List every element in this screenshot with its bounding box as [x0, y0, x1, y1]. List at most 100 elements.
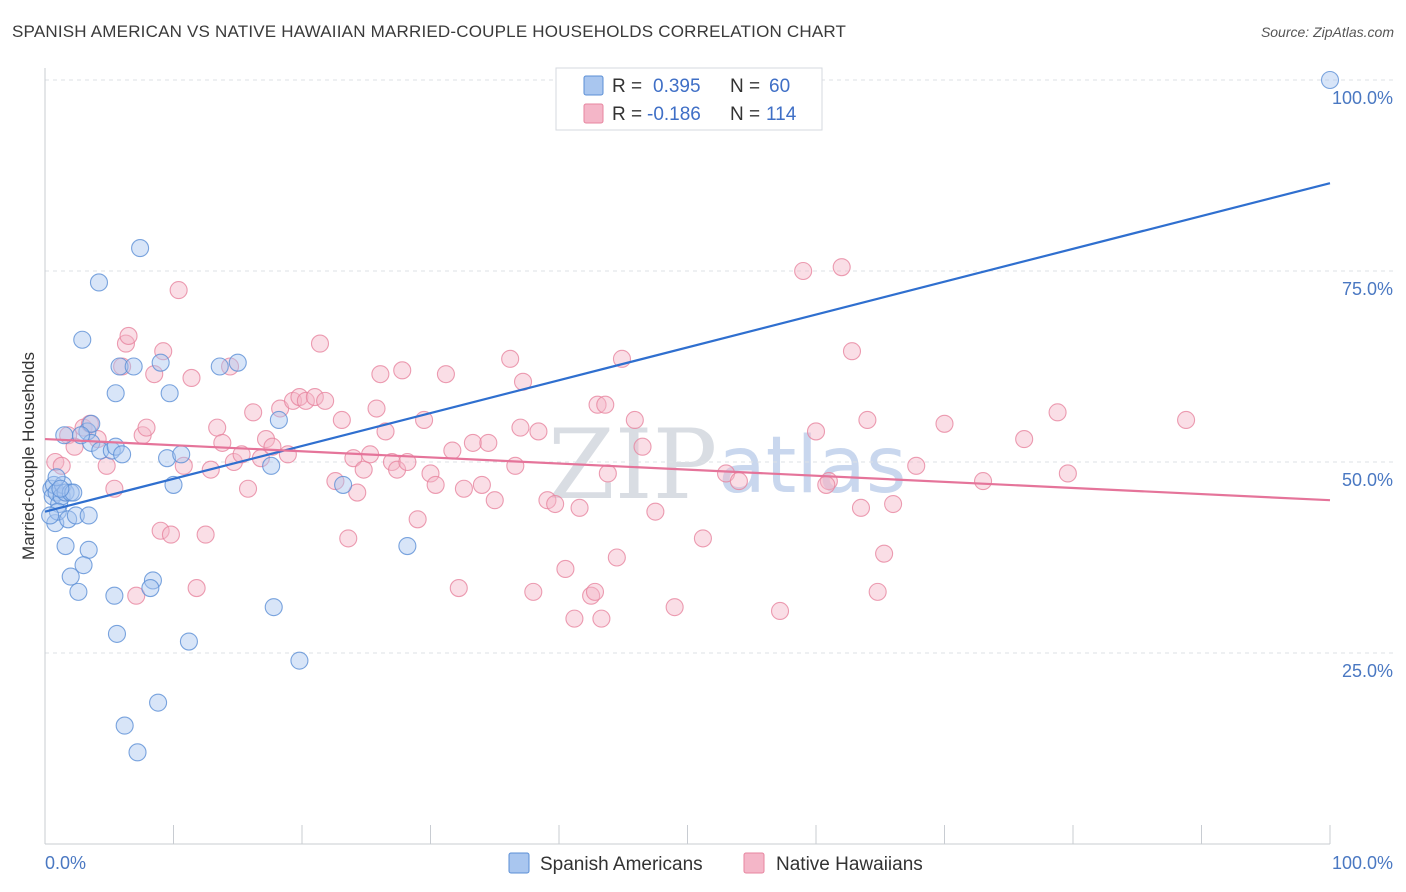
spanish-american-point	[56, 536, 75, 556]
spanish-american-point	[334, 475, 353, 494]
native-hawaiian-point	[1015, 430, 1034, 449]
native-hawaiian-point	[1048, 403, 1067, 422]
native-hawaiian-trend-line	[44, 437, 1331, 502]
native-hawaiian-point	[256, 430, 276, 449]
native-hawaiian-point	[884, 494, 903, 514]
native-hawaiian-point	[310, 334, 330, 353]
native-hawaiian-point	[367, 399, 386, 418]
native-hawaiian-point	[52, 456, 71, 475]
legend-r-label: R =	[612, 76, 642, 97]
spanish-american-point	[69, 582, 88, 601]
native-hawaiian-point	[570, 498, 589, 517]
spanish-american-point	[79, 540, 98, 559]
native-hawaiian-point	[376, 422, 395, 441]
native-hawaiian-point	[842, 342, 862, 361]
legend-swatch-spanish	[583, 75, 604, 96]
watermark-atlas: atlas	[718, 421, 907, 511]
native-hawaiian-point	[794, 261, 813, 281]
native-hawaiian-point	[137, 418, 156, 437]
native-hawaiian-point	[625, 410, 644, 430]
native-hawaiian-point	[421, 464, 440, 483]
native-hawaiian-point	[182, 368, 201, 388]
native-hawaiian-point	[472, 475, 491, 494]
series-legend-label-spanish: Spanish Americans	[540, 854, 703, 875]
native-hawaiian-point	[443, 441, 462, 460]
x-tick-label: 0.0%	[45, 853, 86, 873]
spanish-american-point	[228, 353, 247, 372]
spanish-american-point	[74, 556, 93, 575]
native-hawaiian-point	[588, 395, 607, 414]
y-tick-label: 50.0%	[1342, 470, 1393, 490]
native-hawaiian-point	[119, 326, 138, 345]
native-hawaiian-point	[145, 365, 164, 384]
native-hawaiian-point	[232, 445, 251, 464]
native-hawaiian-point	[208, 418, 227, 437]
trend-lines	[44, 182, 1331, 513]
legend-r-label: R =	[612, 104, 642, 125]
native-hawaiian-point	[556, 559, 575, 579]
native-hawaiian-point	[454, 479, 473, 498]
native-hawaiian-point	[174, 456, 193, 475]
native-hawaiian-point	[592, 609, 611, 628]
native-hawaiian-point	[524, 582, 543, 601]
native-hawaiian-point	[665, 598, 684, 617]
native-hawaiian-point	[449, 579, 468, 598]
native-hawaiian-point	[332, 410, 351, 430]
chart-title: SPANISH AMERICAN VS NATIVE HAWAIIAN MARR…	[12, 22, 847, 41]
native-hawaiian-point	[875, 544, 894, 563]
native-hawaiian-point	[806, 422, 826, 441]
spanish-american-point	[172, 445, 191, 464]
native-hawaiian-point	[196, 525, 215, 544]
native-hawaiian-point	[151, 521, 170, 540]
source-credit: Source: ZipAtlas.com	[1260, 24, 1394, 40]
spanish-american-point	[106, 384, 125, 403]
native-hawaiian-point	[729, 472, 748, 491]
native-hawaiian-point	[127, 586, 146, 605]
spanish-american-point	[107, 624, 127, 643]
spanish-american-point	[269, 410, 288, 430]
native-hawaiian-point	[348, 483, 367, 502]
native-hawaiian-point	[596, 395, 615, 414]
native-hawaiian-point	[633, 437, 652, 456]
spanish-american-point	[115, 716, 134, 735]
spanish-american-point	[290, 651, 309, 670]
spanish-american-point	[73, 330, 92, 349]
native-hawaiian-point	[296, 391, 315, 410]
spanish-american-point	[51, 479, 70, 498]
native-hawaiian-point	[585, 582, 605, 601]
native-hawaiian-point	[646, 502, 665, 521]
y-tick-label: 25.0%	[1342, 661, 1393, 681]
native-hawaiian-point	[817, 475, 836, 494]
native-hawaiian-point	[607, 548, 626, 567]
spanish-american-point	[61, 567, 80, 586]
spanish-american-point	[149, 693, 168, 712]
native-hawaiian-point	[305, 388, 324, 407]
spanish-american-point	[398, 536, 417, 556]
series-legend-swatch-spanish	[508, 852, 530, 874]
y-axis-title: Married-couple Households	[19, 352, 38, 560]
native-hawaiian-point	[479, 433, 498, 452]
native-hawaiian-point	[693, 529, 712, 548]
native-hawaiian-point	[463, 433, 482, 452]
native-hawaiian-point	[244, 403, 263, 422]
native-hawaiian-point	[1058, 464, 1077, 483]
y-tick-label: 100.0%	[1332, 88, 1393, 108]
native-hawaiian-point	[907, 456, 926, 475]
native-hawaiian-point	[398, 452, 417, 472]
spanish-american-point	[179, 632, 198, 651]
spanish-american-point	[151, 353, 170, 372]
spanish-american-point	[160, 384, 179, 403]
gridlines	[45, 79, 1395, 654]
native-hawaiian-point	[187, 579, 206, 598]
native-hawaiian-point	[161, 525, 180, 544]
legend-n-value: 114	[766, 104, 797, 125]
spanish-american-point	[158, 449, 177, 468]
spanish-american-point	[82, 414, 101, 433]
native-hawaiian-point	[501, 349, 520, 368]
spanish-american-point	[105, 586, 124, 605]
legend-r-value: 0.395	[653, 76, 701, 97]
native-hawaiian-point	[388, 460, 407, 479]
axes	[44, 68, 1331, 845]
native-hawaiian-point	[97, 456, 116, 475]
